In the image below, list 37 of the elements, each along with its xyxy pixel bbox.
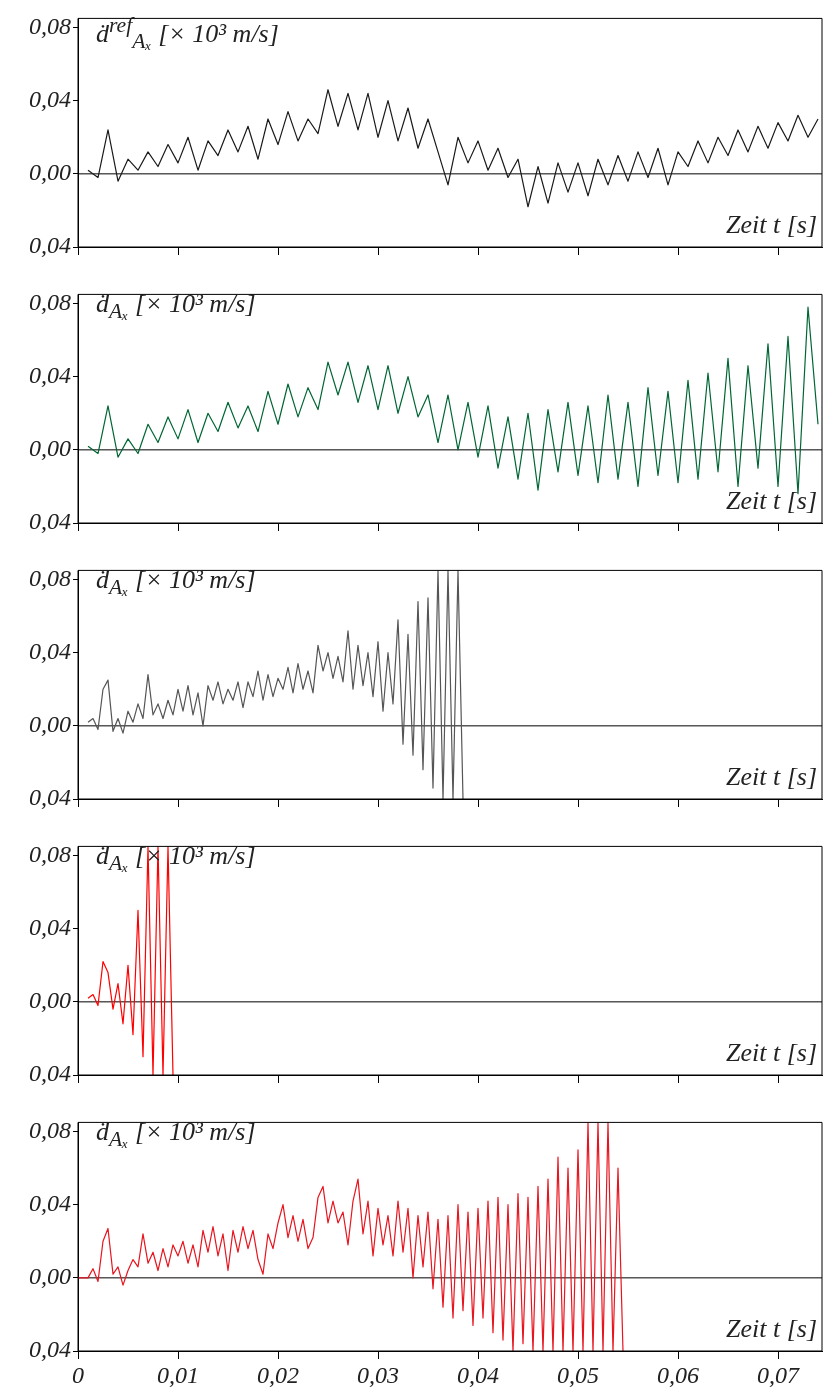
- y-tick-label: 0,04: [29, 638, 71, 665]
- y-tick-label: 0,04: [29, 1336, 71, 1363]
- annotation: ḋ$^{ref}$$_{Aₓ}$ [× 10³ m/s]: [96, 13, 279, 54]
- y-tick-label: 0,00: [29, 159, 71, 186]
- y-tick-label: 0,08: [29, 564, 71, 591]
- y-tick-label: 0,04: [29, 1060, 71, 1087]
- y-tick-label: 0,04: [29, 1190, 71, 1217]
- y-tick-label: 0,08: [29, 12, 71, 39]
- y-tick-label: 0,04: [29, 784, 71, 811]
- x-tick-label: 0,07: [757, 1361, 800, 1388]
- y-tick-label: 0,04: [29, 232, 71, 259]
- x-axis-title: Zeit t [s]: [725, 1038, 817, 1068]
- annotation: ḋ$_{Aₓ}$ [× 10³ m/s]: [96, 1117, 256, 1153]
- x-tick-label: 0,03: [357, 1361, 399, 1388]
- y-tick-label: 0,00: [29, 1263, 71, 1290]
- y-tick-label: 0,04: [29, 86, 71, 113]
- annotation: ḋ$_{Aₓ}$ [× 10³ m/s]: [96, 565, 256, 601]
- y-tick-label: 0,00: [29, 711, 71, 738]
- y-tick-label: 0,00: [29, 987, 71, 1014]
- x-axis-title: Zeit t [s]: [725, 1314, 817, 1344]
- x-axis-title: Zeit t [s]: [725, 210, 817, 240]
- y-tick-label: 0,08: [29, 840, 71, 867]
- x-tick-label: 0,05: [557, 1361, 599, 1388]
- x-tick-label: 0: [72, 1361, 84, 1388]
- x-tick-label: 0,06: [657, 1361, 699, 1388]
- y-tick-label: 0,08: [29, 288, 71, 315]
- y-tick-label: 0,00: [29, 435, 71, 462]
- y-tick-label: 0,04: [29, 508, 71, 535]
- x-axis-title: Zeit t [s]: [725, 486, 817, 516]
- y-tick-label: 0,04: [29, 362, 71, 389]
- x-tick-label: 0,01: [157, 1361, 199, 1388]
- annotation: ḋ$_{Aₓ}$ [× 10³ m/s]: [96, 289, 256, 325]
- x-tick-label: 0,02: [257, 1361, 299, 1388]
- x-axis-title: Zeit t [s]: [725, 762, 817, 792]
- x-tick-label: 0,04: [457, 1361, 499, 1388]
- y-tick-label: 0,04: [29, 914, 71, 941]
- y-tick-label: 0,08: [29, 1116, 71, 1143]
